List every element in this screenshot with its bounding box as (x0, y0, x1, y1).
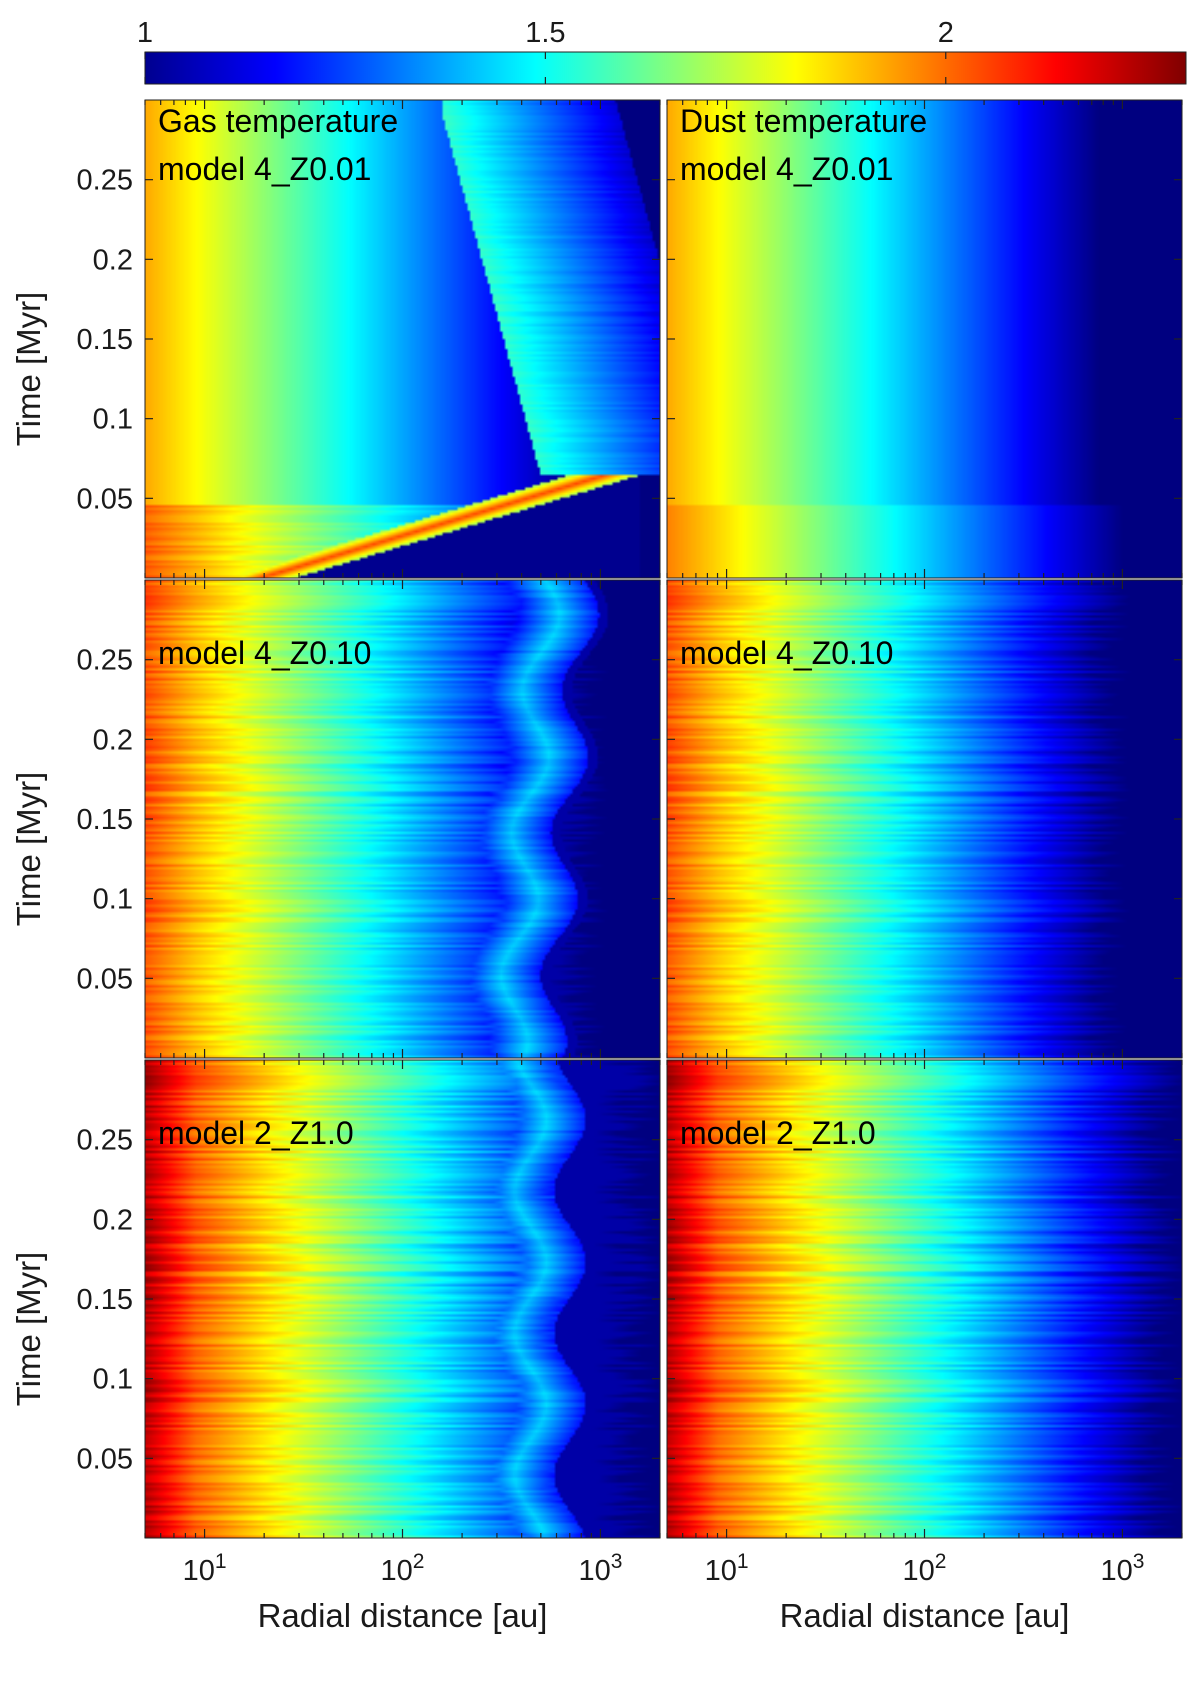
x-tick-label: 102 (903, 1550, 947, 1587)
y-tick-label: 0.05 (77, 483, 133, 515)
y-tick-label: 0.25 (77, 1125, 133, 1157)
x-tick-label: 101 (705, 1550, 749, 1587)
heatmap-image (667, 580, 1182, 1058)
axes: 0.05 0.1 0.15 0.2 0.25 0.05 0.1 0.15 0.2 0.25 0.05… (10, 100, 1183, 1634)
colorbar: 1 1.5 2 (137, 17, 1187, 85)
x-tick-label: 103 (1100, 1550, 1144, 1587)
heatmap-image (145, 580, 660, 1058)
y-tick-label: 0.2 (93, 244, 133, 276)
panel-dust-model-2-z1-0: model 2_Z1.0 (666, 1059, 1183, 1539)
colorbar-tick-label: 2 (938, 17, 954, 49)
panel-label: model 2_Z1.0 (680, 1115, 876, 1151)
y-axis-title: Time [Myr] (10, 772, 47, 927)
x-tick-label: 101 (183, 1550, 227, 1587)
colorbar-tick-label: 1 (137, 17, 153, 49)
y-tick-label: 0.2 (93, 1204, 133, 1236)
x-axis-title: Radial distance [au] (258, 1597, 548, 1634)
y-axis-title: Time [Myr] (10, 1252, 47, 1407)
y-tick-label: 0.25 (77, 165, 133, 197)
colorbar-tick-label: 1.5 (525, 17, 565, 49)
y-tick-label: 0.1 (93, 1364, 133, 1396)
panel-label: Gas temperature (158, 103, 398, 139)
panel-dust-model-4-z0-01: Dust temperature model 4_Z0.01 (666, 99, 1183, 579)
panel-label: model 4_Z0.10 (158, 635, 371, 671)
heatmap-image (667, 100, 1182, 578)
panel-label: model 4_Z0.10 (680, 635, 893, 671)
y-tick-label: 0.05 (77, 963, 133, 995)
y-tick-label: 0.1 (93, 884, 133, 916)
panel-label: model 2_Z1.0 (158, 1115, 354, 1151)
x-tick-label: 103 (578, 1550, 622, 1587)
panel-gas-model-4-z0-01: Gas temperature model 4_Z0.01 (144, 99, 661, 579)
y-tick-label: 0.2 (93, 724, 133, 756)
heatmap-image (667, 1060, 1182, 1538)
panel-gas-model-4-z0-10: model 4_Z0.10 (144, 579, 661, 1059)
panel-label: Dust temperature (680, 103, 927, 139)
x-axis-title: Radial distance [au] (780, 1597, 1070, 1634)
y-tick-label: 0.15 (77, 804, 133, 836)
y-tick-label: 0.1 (93, 404, 133, 436)
panel-label: model 4_Z0.01 (158, 151, 371, 187)
colorbar-gradient (144, 51, 1187, 85)
panel-dust-model-4-z0-10: model 4_Z0.10 (666, 579, 1183, 1059)
heatmap-image (145, 100, 660, 578)
x-tick-label: 102 (381, 1550, 425, 1587)
y-tick-label: 0.15 (77, 324, 133, 356)
y-tick-label: 0.15 (77, 1284, 133, 1316)
y-tick-label: 0.05 (77, 1443, 133, 1475)
y-axis-title: Time [Myr] (10, 292, 47, 447)
y-tick-label: 0.25 (77, 645, 133, 677)
panel-gas-model-2-z1-0: model 2_Z1.0 (144, 1059, 661, 1539)
panel-label: model 4_Z0.01 (680, 151, 893, 187)
heatmap-image (145, 1060, 660, 1538)
